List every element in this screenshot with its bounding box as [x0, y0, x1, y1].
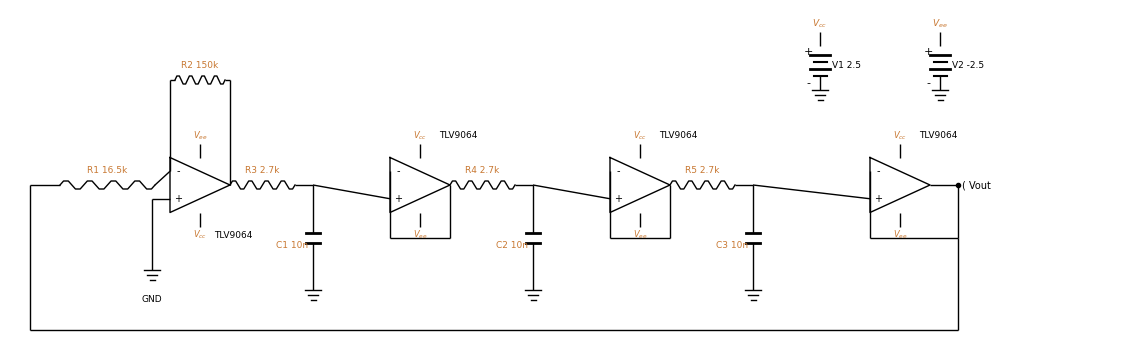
Text: $V_{cc}$: $V_{cc}$ — [893, 129, 907, 142]
Text: R3 2.7k: R3 2.7k — [246, 166, 279, 175]
Text: -: - — [397, 166, 400, 176]
Text: $V_{ee}$: $V_{ee}$ — [632, 228, 647, 241]
Text: R4 2.7k: R4 2.7k — [465, 166, 499, 175]
Text: $V_{ee}$: $V_{ee}$ — [932, 18, 948, 30]
Text: +: + — [394, 194, 402, 204]
Text: V1 2.5: V1 2.5 — [832, 61, 861, 69]
Text: R5 2.7k: R5 2.7k — [685, 166, 720, 175]
Text: -: - — [877, 166, 880, 176]
Text: C1 10n: C1 10n — [276, 240, 308, 250]
Text: +: + — [804, 47, 813, 57]
Text: C3 10n: C3 10n — [716, 240, 748, 250]
Text: -: - — [176, 166, 179, 176]
Text: -: - — [806, 78, 810, 88]
Text: +: + — [614, 194, 622, 204]
Text: $V_{cc}$: $V_{cc}$ — [412, 129, 427, 142]
Text: V2 -2.5: V2 -2.5 — [952, 61, 984, 69]
Text: $V_{ee}$: $V_{ee}$ — [412, 228, 427, 241]
Text: R1 16.5k: R1 16.5k — [87, 166, 127, 175]
Text: $V_{cc}$: $V_{cc}$ — [193, 228, 207, 241]
Text: +: + — [923, 47, 933, 57]
Text: +: + — [875, 194, 882, 204]
Text: TLV9064: TLV9064 — [919, 131, 957, 139]
Text: ( Vout: ( Vout — [962, 180, 991, 190]
Text: TLV9064: TLV9064 — [214, 231, 252, 239]
Text: GND: GND — [142, 295, 162, 304]
Text: $V_{cc}$: $V_{cc}$ — [813, 18, 827, 30]
Text: +: + — [174, 194, 181, 204]
Text: TLV9064: TLV9064 — [659, 131, 698, 139]
Text: $V_{ee}$: $V_{ee}$ — [893, 228, 907, 241]
Text: TLV9064: TLV9064 — [438, 131, 477, 139]
Text: $V_{cc}$: $V_{cc}$ — [633, 129, 647, 142]
Text: $V_{ee}$: $V_{ee}$ — [193, 129, 207, 142]
Text: C2 10n: C2 10n — [496, 240, 529, 250]
Text: -: - — [926, 78, 930, 88]
Text: R2 150k: R2 150k — [181, 61, 219, 70]
Text: -: - — [616, 166, 620, 176]
